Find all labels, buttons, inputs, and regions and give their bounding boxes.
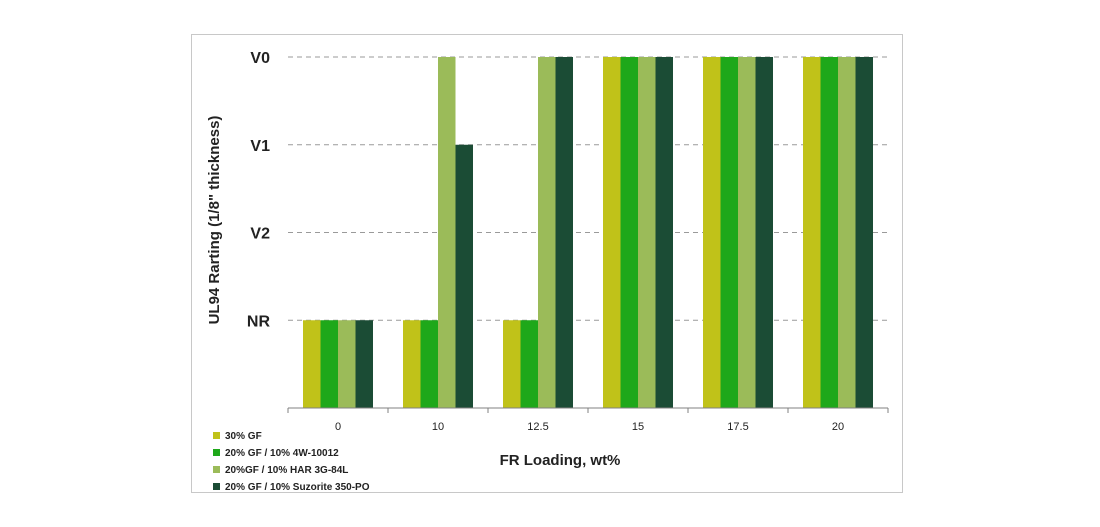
y-tick-v0: V0 [250, 50, 270, 67]
bar-12_5-series-2 [520, 320, 538, 408]
legend-swatch-4 [213, 483, 220, 490]
x-tick-10: 10 [432, 421, 444, 433]
legend: 30% GF 20% GF / 10% 4W-10012 20%GF / 10% H… [213, 431, 370, 493]
bar-0-series-2 [320, 320, 338, 408]
bar-15-series-3 [638, 57, 656, 408]
x-tick-15: 15 [632, 421, 644, 433]
bar-17_5-series-1 [703, 57, 721, 408]
bar-15-series-4 [655, 57, 673, 408]
bar-17_5-series-2 [720, 57, 738, 408]
legend-swatch-3 [213, 466, 220, 473]
bar-12_5-series-4 [555, 57, 573, 408]
legend-label-3: 20%GF / 10% HAR 3G-84L [225, 465, 348, 476]
bar-10-series-2 [420, 320, 438, 408]
bar-17_5-series-4 [755, 57, 773, 408]
bar-20-series-4 [855, 57, 873, 408]
x-tick-0: 0 [335, 421, 341, 433]
x-tick-12_5: 12.5 [527, 421, 548, 433]
legend-label-2: 20% GF / 10% 4W-10012 [225, 448, 339, 459]
bar-20-series-1 [803, 57, 821, 408]
chart-svg: NR V2 V1 V0 0 10 12.5 15 17.5 20 UL94 Rarting (1… [206, 50, 889, 493]
bar-15-series-1 [603, 57, 621, 408]
x-tick-17_5: 17.5 [727, 421, 748, 433]
bar-0-series-4 [355, 320, 373, 408]
chart-frame: NR V2 V1 V0 0 10 12.5 15 17.5 20 UL94 Rarting (1… [191, 34, 903, 493]
bar-17_5-series-3 [738, 57, 756, 408]
bar-0-series-3 [338, 320, 356, 408]
x-tick-20: 20 [832, 421, 844, 433]
bars [303, 57, 873, 408]
bar-0-series-1 [303, 320, 321, 408]
legend-swatch-1 [213, 432, 220, 439]
x-tick-labels: 0 10 12.5 15 17.5 20 [335, 421, 844, 433]
y-tick-v2: V2 [250, 226, 270, 243]
legend-label-4: 20% GF / 10% Suzorite 350-PO [225, 482, 370, 493]
y-tick-labels: NR V2 V1 V0 [247, 50, 271, 330]
y-axis-title: UL94 Rarting (1/8" thickness) [206, 116, 223, 325]
bar-12_5-series-1 [503, 320, 521, 408]
y-tick-nr: NR [247, 313, 271, 330]
bar-10-series-4 [455, 144, 473, 408]
bar-20-series-2 [820, 57, 838, 408]
bar-10-series-3 [438, 57, 456, 408]
bar-10-series-1 [403, 320, 421, 408]
gridlines [288, 56, 888, 321]
bar-15-series-2 [620, 57, 638, 408]
legend-swatch-2 [213, 449, 220, 456]
bar-12_5-series-3 [538, 57, 556, 408]
legend-label-1: 30% GF [225, 431, 262, 442]
axes [287, 407, 889, 413]
y-tick-v1: V1 [250, 138, 270, 155]
x-axis-title: FR Loading, wt% [500, 452, 621, 469]
bar-20-series-3 [838, 57, 856, 408]
